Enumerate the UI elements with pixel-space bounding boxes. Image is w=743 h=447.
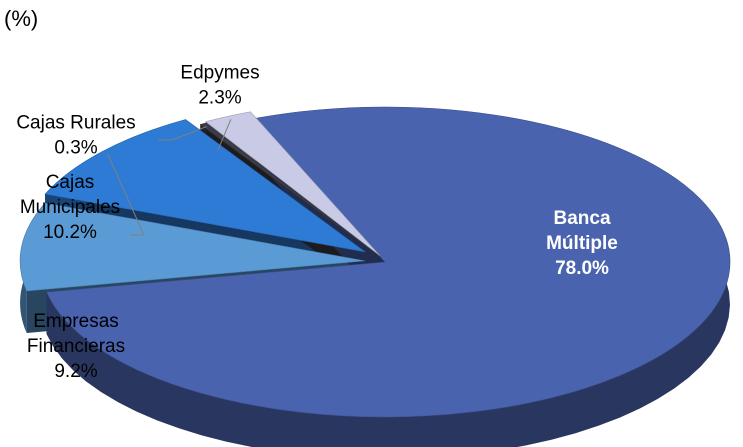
slice-name-label-2: Municipales	[20, 197, 120, 218]
slice-name-label-0: Múltiple	[546, 233, 618, 254]
slice-name-label-4: Edpymes	[180, 63, 259, 84]
leader-line-4	[217, 119, 232, 151]
slice-name-label-2: Cajas	[46, 172, 95, 193]
slice-name-label-1: Financieras	[27, 336, 125, 357]
slice-value-label-2: 10.2%	[43, 222, 97, 243]
slice-value-label-3: 0.3%	[54, 138, 97, 159]
slice-name-label-0: Banca	[553, 208, 610, 229]
slice-4	[205, 111, 380, 256]
unit-label: (%)	[4, 6, 39, 31]
slice-value-label-0: 78.0%	[555, 258, 609, 279]
slice-name-label-1: Empresas	[33, 311, 119, 332]
slice-2	[44, 119, 366, 253]
leader-lines	[107, 119, 232, 236]
pie-tops	[19, 106, 731, 418]
slice-0	[46, 106, 731, 418]
slice-3	[199, 122, 381, 258]
leader-line-2	[107, 153, 145, 236]
leader-line-3	[158, 126, 207, 141]
slice-1	[19, 202, 366, 292]
slice-name-label-3: Cajas Rurales	[16, 113, 135, 134]
slice-labels: Banca Múltiple 78.0% Empresas Financieras 9.2…	[16, 63, 618, 383]
slice-value-label-1: 9.2%	[54, 361, 97, 382]
slice-value-label-4: 2.3%	[198, 88, 241, 109]
